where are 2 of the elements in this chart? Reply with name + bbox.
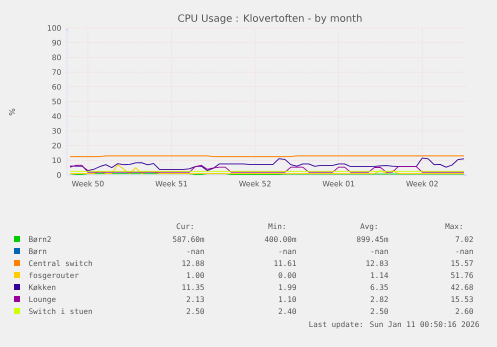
chart-title: CPU Usage : Klovertoften - by month bbox=[178, 14, 362, 24]
y-axis-title: % bbox=[8, 108, 16, 116]
